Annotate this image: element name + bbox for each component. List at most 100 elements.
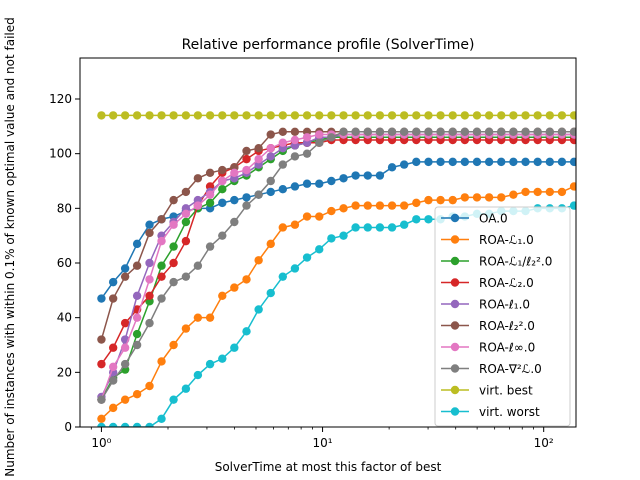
data-point [569,127,576,136]
data-point [387,223,397,232]
data-point [266,130,275,139]
data-point [218,111,227,120]
data-point [266,152,275,161]
series-6 [97,130,576,404]
data-point [157,294,166,303]
data-point [108,422,118,427]
data-point [509,190,518,199]
data-point [497,111,506,120]
data-point [145,111,154,120]
data-point [460,193,470,202]
data-point [412,215,421,224]
data-point [254,111,263,120]
data-point [242,275,251,284]
data-point [120,272,130,281]
data-point [521,187,530,197]
data-point [193,370,203,380]
data-point [363,223,372,232]
data-point [181,187,191,197]
data-point [145,318,154,328]
data-point [569,111,576,120]
data-point [339,204,348,213]
data-point [497,157,506,167]
data-point [181,324,191,333]
data-point [351,223,360,232]
legend-item: ROA-ℒ₂.0 [441,276,534,290]
data-point [302,111,312,120]
legend-item: ROA-∇²ℒ.0 [441,362,542,376]
data-point [242,146,251,156]
y-tick-label: 120 [49,92,72,106]
data-point [339,231,348,240]
data-point [327,206,336,216]
series-line [100,161,575,299]
data-point [169,277,178,287]
data-point [363,201,372,210]
series-line [100,139,575,365]
data-point [266,176,275,186]
data-point [533,157,542,167]
data-point [412,111,421,120]
data-point [375,171,385,180]
data-point [132,340,142,350]
data-point [97,422,106,427]
data-point [363,111,372,120]
data-point [399,127,409,136]
data-point [424,127,433,136]
data-point [497,127,506,136]
data-point [424,215,433,224]
data-point [242,327,251,336]
data-point [108,343,118,352]
data-point [569,201,576,210]
y-tick-label: 100 [49,147,72,161]
data-point [278,127,287,136]
data-point [339,127,348,136]
data-point [327,234,336,243]
data-point [472,193,482,202]
data-point [266,288,275,298]
data-point [169,340,178,350]
y-tick-label: 40 [57,311,72,325]
legend-label: ROA-∇²ℒ.0 [479,362,542,376]
data-point [218,354,227,363]
data-point [145,422,154,427]
y-tick-label: 80 [57,201,72,215]
data-point [533,187,542,197]
data-point [460,127,470,136]
data-point [557,187,567,197]
data-point [97,294,106,303]
data-point [132,111,142,120]
data-point [424,111,433,120]
data-point [424,157,433,167]
data-point [108,277,118,287]
data-point [181,384,191,393]
data-point [120,422,130,427]
data-point [436,157,445,167]
data-point [399,111,409,120]
legend-swatch-marker [450,342,460,352]
legend-label: ROA-ℒ₂.0 [479,276,534,290]
data-point [266,239,275,249]
data-point [145,291,154,300]
legend-item: ROA-ℓ₁.0 [441,298,530,312]
data-point [254,154,263,164]
data-point [120,318,130,328]
data-point [108,111,118,120]
data-point [242,201,251,210]
data-point [484,193,494,202]
data-point [460,157,470,167]
data-point [412,157,421,167]
data-point [424,195,433,205]
data-point [181,209,191,218]
plot-frame [79,57,577,428]
legend-swatch-marker [450,278,460,287]
data-point [193,261,203,270]
x-tick-label: 10⁰ [91,436,111,450]
legend-swatch-marker [450,256,460,266]
legend-label: OA.0 [479,212,508,226]
data-point [484,157,494,167]
data-point [339,174,348,183]
series-line [100,136,575,401]
legend-swatch-marker [450,213,460,223]
data-point [193,111,203,120]
